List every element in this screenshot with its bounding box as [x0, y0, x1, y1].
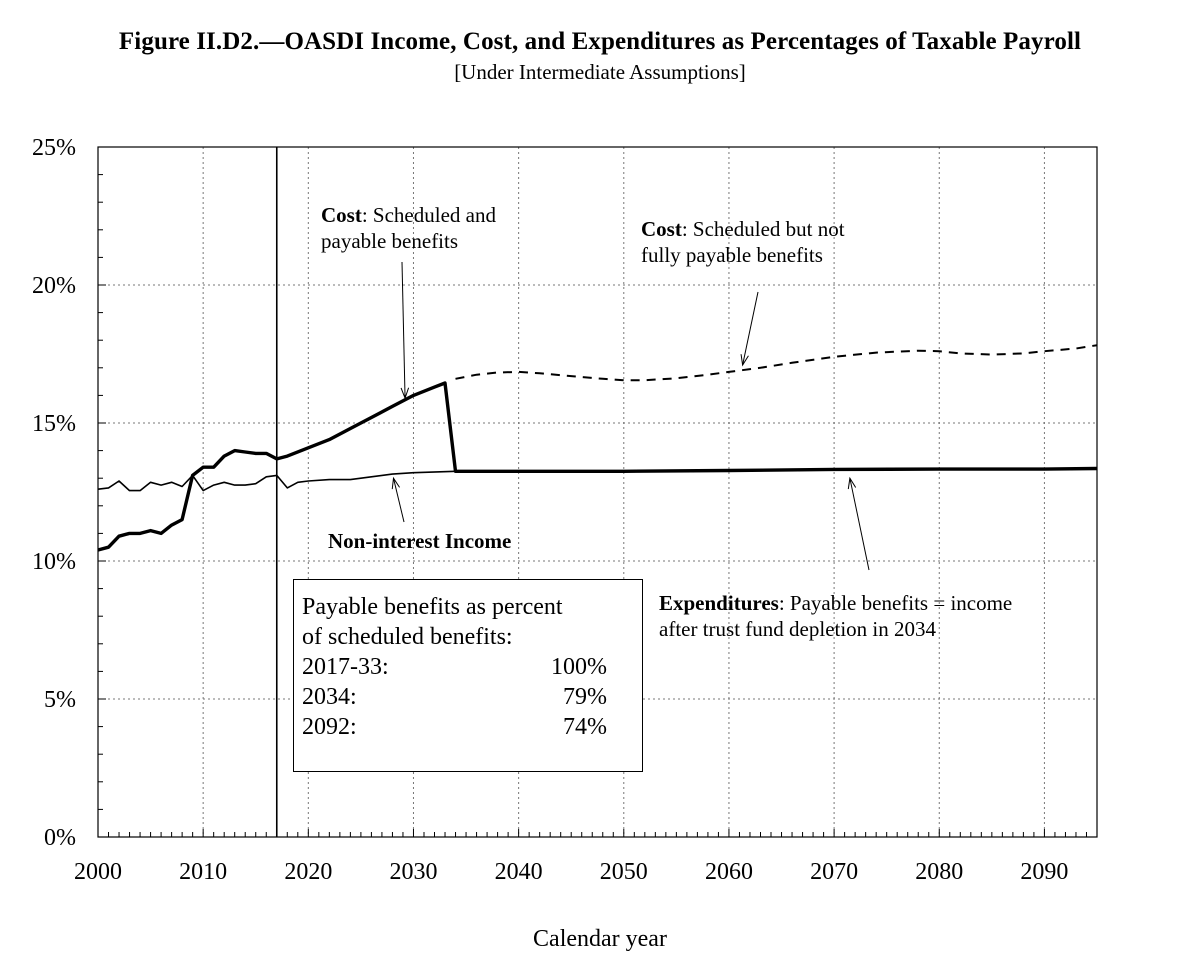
- arrow-head: [740, 354, 749, 367]
- payable-benefits-box: Payable benefits as percent of scheduled…: [293, 579, 643, 772]
- annotation-expenditures: Expenditures: Payable benefits = income …: [659, 591, 1013, 641]
- series-line-solid-thin: [97, 467, 1098, 492]
- annotation-cost-scheduled-payable: Cost: Scheduled and payable benefits: [321, 203, 496, 253]
- arrow-head: [391, 476, 400, 490]
- infobox-heading-2: of scheduled benefits:: [302, 624, 513, 650]
- x-tick-label: 2090: [1020, 859, 1068, 885]
- arrow-cost-scheduled-payable: [401, 261, 406, 399]
- annotation-cost-not-fully-payable: Cost: Scheduled but not fully payable be…: [641, 217, 845, 267]
- y-tick-label: 25%: [32, 135, 76, 161]
- arrow-expenditures: [849, 478, 870, 571]
- annotation-noninterest-income: Non-interest Income: [328, 529, 512, 553]
- x-tick-label: 2040: [495, 859, 543, 885]
- y-tick-label: 5%: [44, 687, 76, 713]
- x-tick-label: 2050: [600, 859, 648, 885]
- infobox-row: 2092: 74%: [302, 714, 607, 740]
- x-tick-label: 2060: [705, 859, 753, 885]
- arrow-head: [847, 476, 857, 490]
- arrow-cost-not-fully-payable: [742, 291, 759, 366]
- infobox-heading-1: Payable benefits as percent: [302, 594, 563, 620]
- y-tick-label: 15%: [32, 411, 76, 437]
- infobox-row: 2034: 79%: [302, 684, 607, 710]
- y-tick-label: 20%: [32, 273, 76, 299]
- annotation-arrows: [391, 261, 870, 571]
- arrow-noninterest-income: [393, 478, 405, 523]
- x-axis-label: Calendar year: [533, 926, 667, 952]
- infobox-row: 2017-33: 100%: [302, 654, 607, 680]
- x-tick-label: 2020: [284, 859, 332, 885]
- axes: 0% 5% 10% 15% 20% 25% 2000 2010 2020 2030 2040 2050…: [32, 135, 1098, 885]
- x-tick-label: 2000: [74, 859, 122, 885]
- chart-subtitle: [Under Intermediate Assumptions]: [454, 60, 746, 84]
- plot-frame: [97, 146, 1098, 838]
- y-tick-label: 10%: [32, 549, 76, 575]
- x-tick-label: 2030: [389, 859, 437, 885]
- x-tick-label: 2080: [915, 859, 963, 885]
- x-tick-label: 2070: [810, 859, 858, 885]
- series-line-solid-thick: [97, 381, 1098, 552]
- chart-title: Figure II.D2.—OASDI Income, Cost, and Ex…: [118, 28, 1082, 55]
- y-tick-label: 0%: [44, 825, 76, 851]
- x-tick-label: 2010: [179, 859, 227, 885]
- series-lines: [97, 344, 1098, 552]
- series-line-dashed: [455, 344, 1098, 382]
